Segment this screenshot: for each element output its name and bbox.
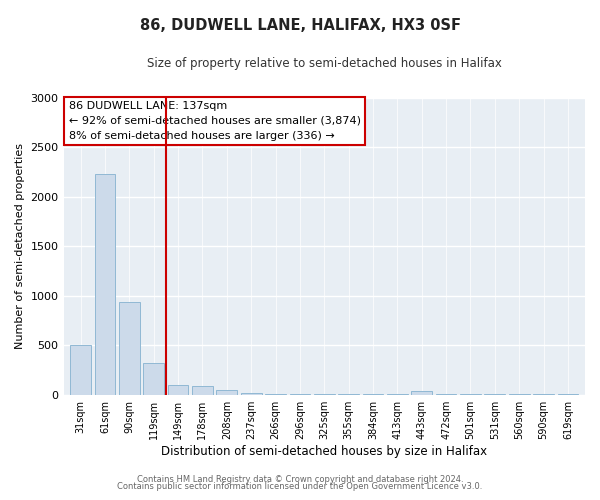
X-axis label: Distribution of semi-detached houses by size in Halifax: Distribution of semi-detached houses by … [161,444,487,458]
Bar [192,386,213,394]
Text: 86, DUDWELL LANE, HALIFAX, HX3 0SF: 86, DUDWELL LANE, HALIFAX, HX3 0SF [139,18,461,32]
Y-axis label: Number of semi-detached properties: Number of semi-detached properties [15,144,25,350]
Bar [119,302,140,394]
Bar [70,346,91,395]
Bar [95,174,115,394]
Bar [217,390,237,394]
Title: Size of property relative to semi-detached houses in Halifax: Size of property relative to semi-detach… [147,58,502,70]
Bar [143,363,164,394]
Text: Contains HM Land Registry data © Crown copyright and database right 2024.: Contains HM Land Registry data © Crown c… [137,475,463,484]
Text: 86 DUDWELL LANE: 137sqm
← 92% of semi-detached houses are smaller (3,874)
8% of : 86 DUDWELL LANE: 137sqm ← 92% of semi-de… [69,101,361,140]
Bar [412,391,432,394]
Bar [168,385,188,394]
Text: Contains public sector information licensed under the Open Government Licence v3: Contains public sector information licen… [118,482,482,491]
Bar [241,392,262,394]
